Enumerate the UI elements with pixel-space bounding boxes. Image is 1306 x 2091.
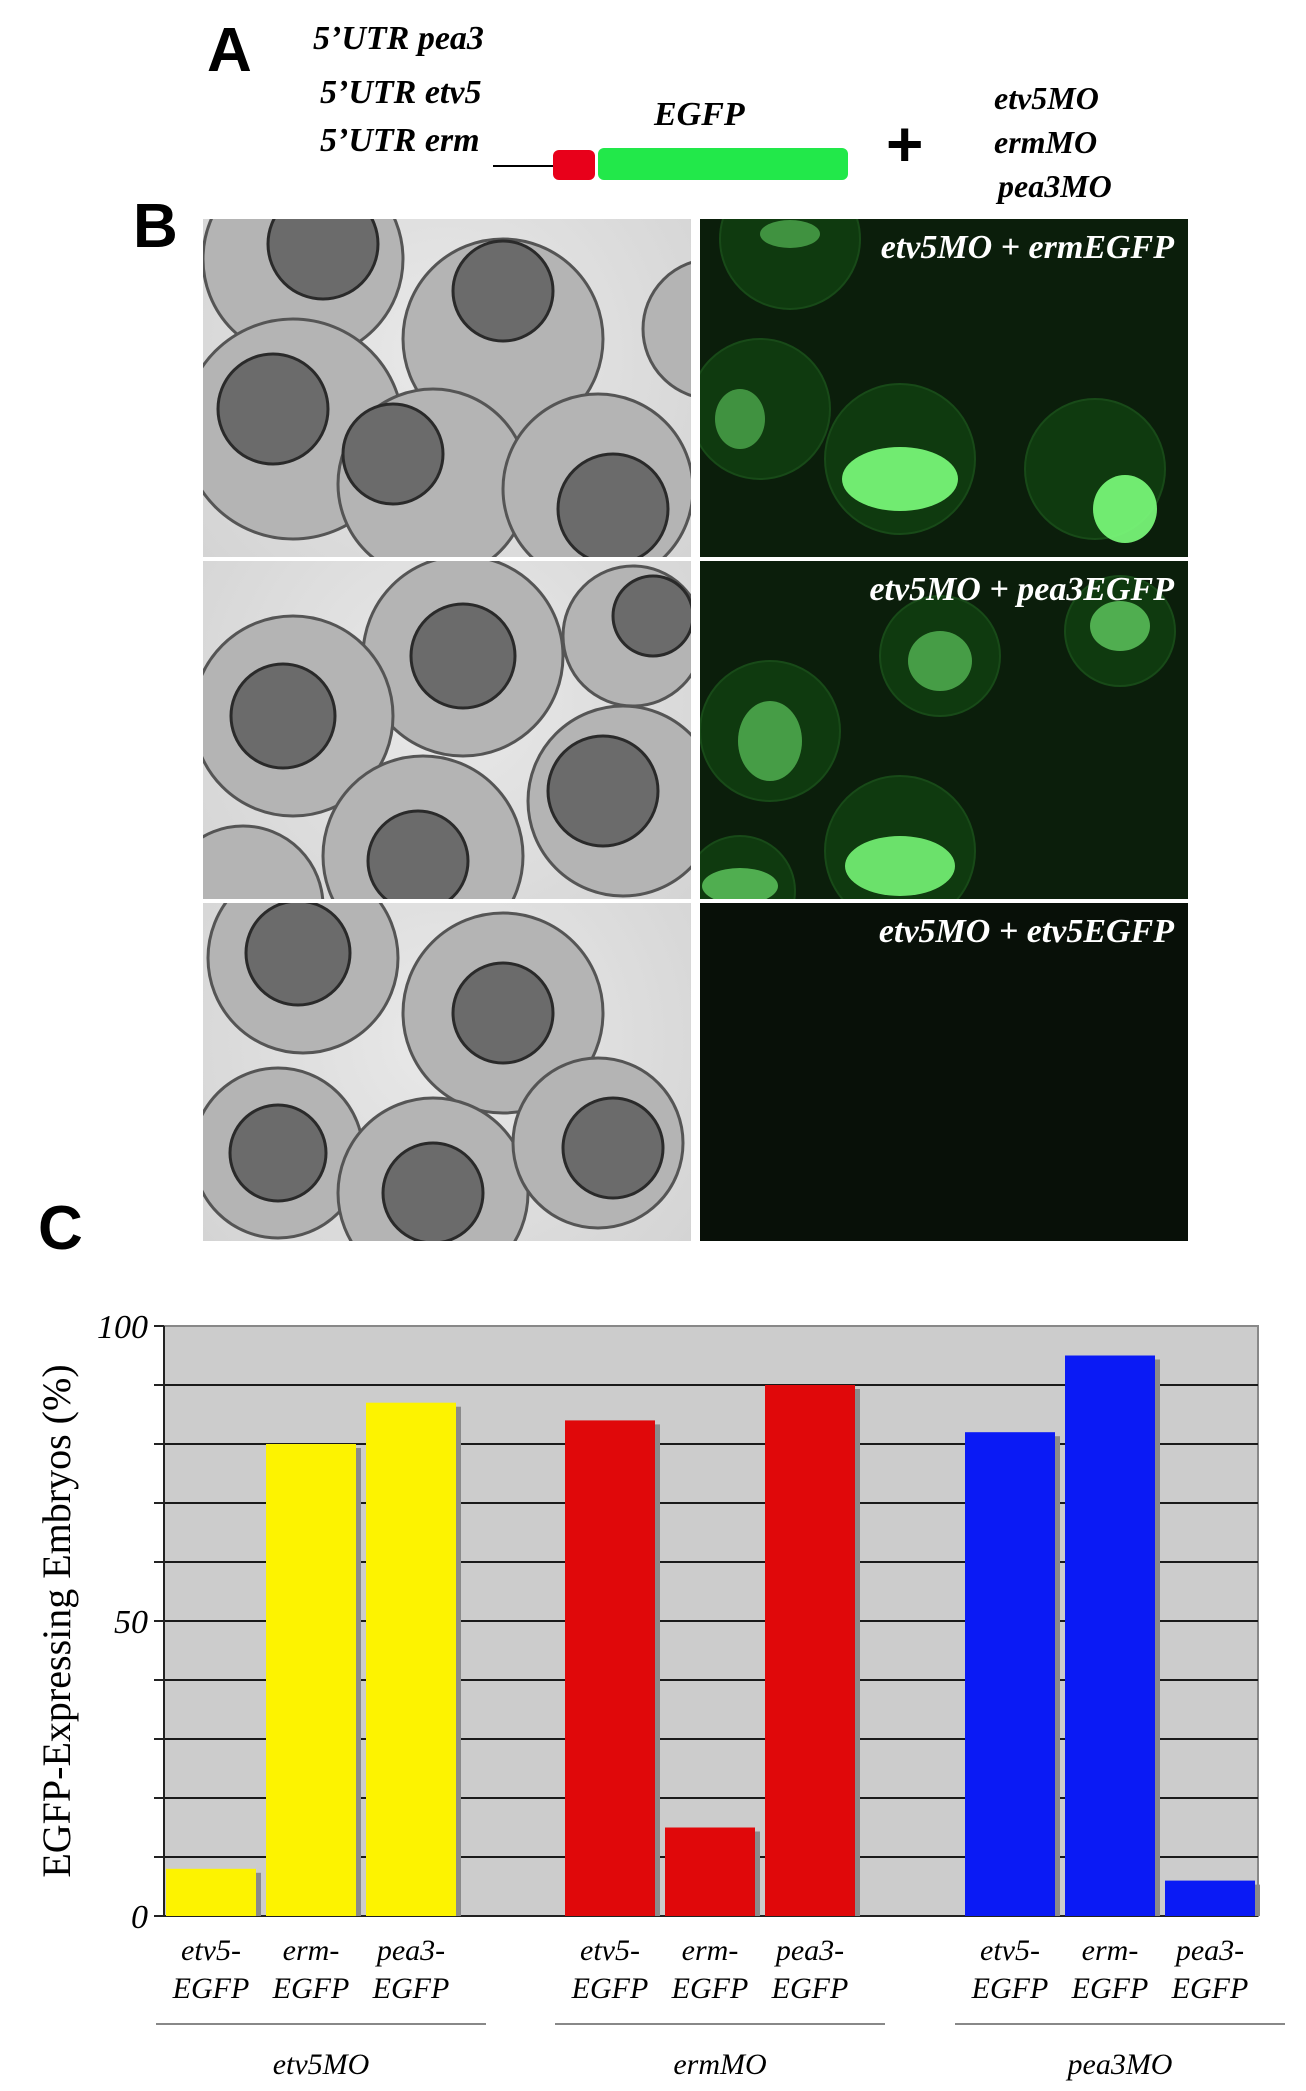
morpholino-pea3mo: pea3MO bbox=[998, 168, 1112, 204]
x-tick-label: EGFP bbox=[1171, 1972, 1249, 2005]
x-tick-label: pea3- bbox=[375, 1934, 445, 1967]
fluorescence-image-row2: etv5MO + pea3EGFP bbox=[700, 561, 1188, 899]
morpholino-etv5mo: etv5MO bbox=[994, 80, 1099, 116]
x-tick-label: EGFP bbox=[571, 1972, 649, 2005]
bar bbox=[366, 1402, 456, 1916]
utr-label-etv5: 5’UTR etv5 bbox=[320, 74, 482, 111]
bar-chart: 0 50 100 EGFP-Expressing Embryos (%) etv5- EG… bbox=[34, 1309, 1285, 2081]
egfp-block bbox=[598, 148, 848, 180]
x-tick-label: etv5- bbox=[181, 1934, 241, 1967]
y-axis-label: EGFP-Expressing Embryos (%) bbox=[34, 1364, 79, 1877]
x-tick-label: etv5- bbox=[980, 1934, 1040, 1967]
x-tick-label: pea3- bbox=[1174, 1934, 1244, 1967]
x-tick-label: pea3- bbox=[774, 1934, 844, 1967]
fluorescence-label-row2: etv5MO + pea3EGFP bbox=[869, 571, 1174, 608]
bar bbox=[266, 1444, 356, 1916]
embryo-drawing bbox=[203, 903, 685, 1241]
x-tick-label: etv5- bbox=[580, 1934, 640, 1967]
utr-label-erm: 5’UTR erm bbox=[320, 122, 480, 159]
panel-b-letter: B bbox=[133, 192, 178, 261]
x-tick-label: EGFP bbox=[272, 1972, 350, 2005]
brightfield-image-row2 bbox=[203, 561, 691, 899]
bar bbox=[965, 1432, 1055, 1916]
bar bbox=[1065, 1355, 1155, 1916]
panel-a-letter: A bbox=[207, 16, 252, 85]
y-tick-label: 100 bbox=[97, 1309, 148, 1346]
x-tick-label: EGFP bbox=[971, 1972, 1049, 2005]
plus-sign: + bbox=[886, 108, 924, 180]
x-tick-label: erm- bbox=[1082, 1934, 1139, 1967]
group-label: pea3MO bbox=[1066, 2048, 1173, 2081]
fluorescence-label-row3: etv5MO + etv5EGFP bbox=[878, 913, 1174, 950]
y-tick-label: 50 bbox=[114, 1604, 148, 1641]
bar bbox=[765, 1385, 855, 1916]
x-tick-label: erm- bbox=[682, 1934, 739, 1967]
bar bbox=[565, 1420, 655, 1916]
y-tick-label: 0 bbox=[131, 1899, 148, 1936]
brightfield-image-row3 bbox=[203, 903, 691, 1241]
morpholino-ermmo: ermMO bbox=[994, 124, 1098, 160]
bar bbox=[1165, 1880, 1255, 1916]
egfp-label: EGFP bbox=[654, 96, 745, 133]
fluorescence-image-row3: etv5MO + etv5EGFP bbox=[700, 903, 1188, 1241]
egfp-signal-drawing bbox=[700, 219, 1166, 543]
embryo-drawing bbox=[203, 219, 691, 557]
embryo-drawing bbox=[203, 561, 691, 899]
egfp-signal-drawing bbox=[700, 575, 1176, 899]
x-tick-label: EGFP bbox=[771, 1972, 849, 2005]
utr-label-pea3: 5’UTR pea3 bbox=[313, 20, 484, 57]
construct-line bbox=[493, 165, 553, 167]
bar bbox=[166, 1868, 256, 1916]
fluorescence-image-row1: etv5MO + ermEGFP bbox=[700, 219, 1188, 557]
group-label: ermMO bbox=[673, 2048, 766, 2081]
x-tick-label: EGFP bbox=[172, 1972, 250, 2005]
x-tick-label: erm- bbox=[283, 1934, 340, 1967]
bar bbox=[665, 1827, 755, 1916]
x-tick-label: EGFP bbox=[372, 1972, 450, 2005]
x-tick-label: EGFP bbox=[671, 1972, 749, 2005]
brightfield-image-row1 bbox=[203, 219, 691, 557]
panel-c-letter: C bbox=[38, 1194, 83, 1263]
x-tick-label: EGFP bbox=[1071, 1972, 1149, 2005]
fluorescence-label-row1: etv5MO + ermEGFP bbox=[880, 229, 1174, 266]
utr-block bbox=[553, 150, 595, 180]
group-label: etv5MO bbox=[273, 2048, 370, 2081]
